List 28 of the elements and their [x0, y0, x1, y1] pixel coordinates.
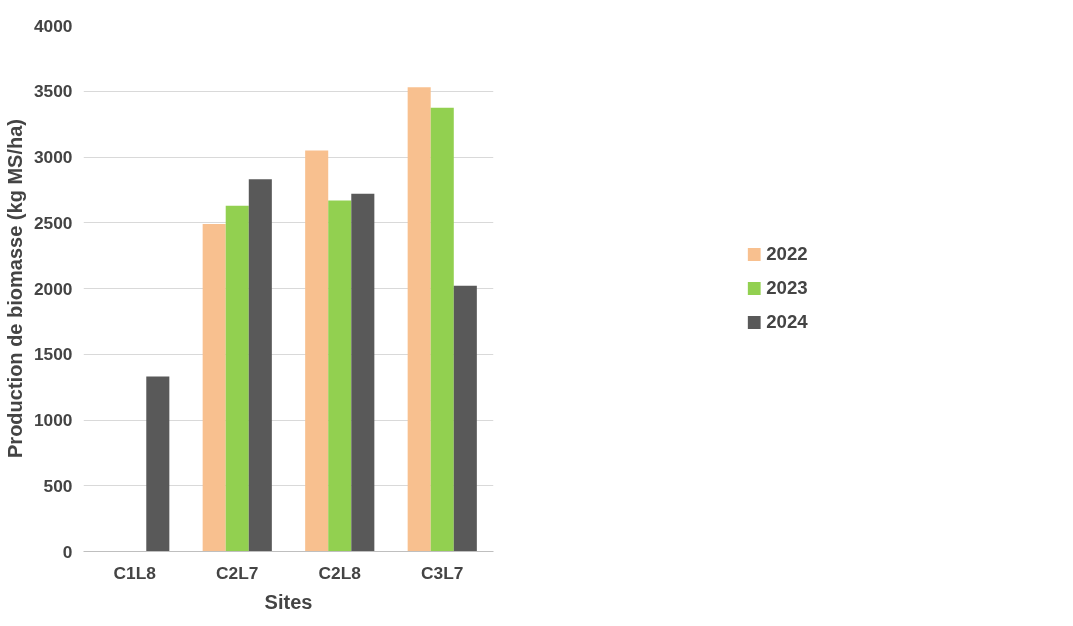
y-tick-label: 1500 [33, 344, 73, 365]
y-tick-label: 2000 [33, 278, 73, 299]
bar [351, 193, 375, 552]
bar [328, 200, 352, 552]
bar [305, 150, 329, 552]
x-tick-label: C2L7 [216, 562, 259, 583]
legend-label: 2023 [766, 277, 808, 299]
y-tick-label: 4000 [33, 15, 73, 36]
y-axis-title: Production de biomasse (kg MS/ha) [3, 119, 26, 458]
y-tick-label: 1000 [33, 410, 73, 430]
y-tick-label: 2500 [33, 212, 73, 233]
y-tick-label: 500 [43, 475, 73, 496]
bar [453, 285, 477, 552]
x-tick-label: C1L8 [113, 562, 157, 583]
bar [430, 107, 454, 552]
bar [202, 224, 226, 552]
bar [225, 205, 249, 552]
legend-label: 2024 [766, 311, 808, 333]
bar [146, 376, 170, 552]
x-tick-label: C2L8 [318, 562, 362, 583]
x-tick-label: C3L7 [421, 562, 464, 583]
y-tick-label: 3500 [33, 81, 73, 102]
y-tick-label: 3000 [33, 147, 73, 167]
bar [407, 87, 431, 552]
bar [248, 179, 272, 552]
legend-label: 2022 [766, 243, 808, 265]
y-tick-label: 0 [62, 541, 73, 562]
x-axis-title: Sites [264, 590, 313, 613]
